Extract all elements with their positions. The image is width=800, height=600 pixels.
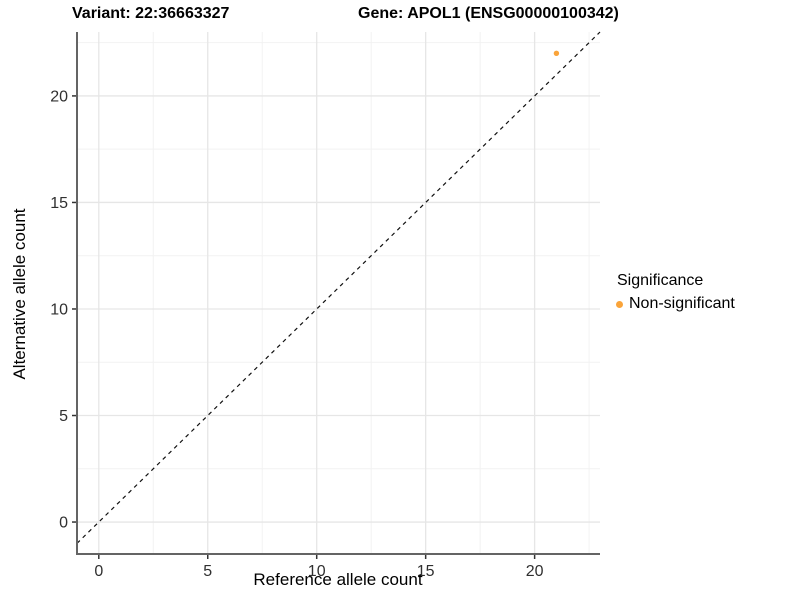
x-axis-title: Reference allele count — [0, 570, 800, 590]
legend-item: Non-significant — [613, 295, 735, 313]
legend-title: Significance — [617, 272, 704, 289]
y-axis-title: Alternative allele count — [10, 208, 29, 380]
y-tick-label: 5 — [59, 408, 68, 425]
plot-title-gene: Gene: APOL1 (ENSG00000100342) — [358, 5, 619, 22]
y-tick-label: 20 — [50, 88, 68, 105]
identity-dashed-line — [76, 31, 601, 544]
y-tick-label: 10 — [50, 301, 68, 318]
y-tick-label: 0 — [59, 515, 68, 532]
y-tick-label: 15 — [50, 195, 68, 212]
legend-item-label: Non-significant — [629, 295, 735, 312]
legend-point-swatch-icon — [616, 300, 623, 308]
x-tick-label: 5 — [203, 563, 212, 580]
x-tick-label: 10 — [308, 563, 326, 580]
plot-title-variant: Variant: 22:36663327 — [72, 5, 230, 22]
legend: Significance Non-significant — [613, 272, 735, 313]
x-tick-label: 20 — [526, 563, 544, 580]
data-point — [553, 50, 560, 57]
x-axis-title-text: Reference allele count — [253, 570, 423, 589]
x-tick-label: 0 — [94, 563, 103, 580]
x-tick-label: 15 — [417, 563, 435, 580]
